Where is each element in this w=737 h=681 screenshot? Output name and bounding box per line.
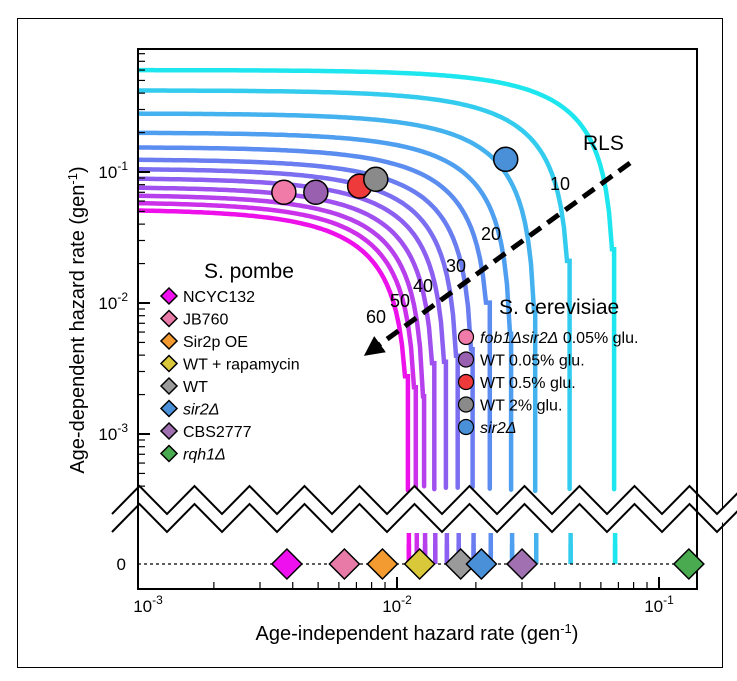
- cerevisiae-marker-1: [303, 179, 329, 206]
- curve-label-10: 10: [550, 174, 570, 194]
- legend-s-pombe: S. pombe NCYC132 JB760 Sir2p OE WT + rapamy…: [159, 260, 300, 464]
- pombe-marker-2: [366, 547, 399, 581]
- legend-pombe-label-5: sir2Δ: [183, 402, 220, 419]
- pombe-marker-5: [465, 547, 498, 581]
- break-line-bottom: [111, 502, 737, 534]
- legend-pombe-swatch-4: [159, 376, 179, 396]
- rls-curve-60: [138, 208, 411, 493]
- legend-pombe-label-7: rqh1Δ: [183, 447, 226, 464]
- y-tick-label: 10-2: [98, 290, 128, 313]
- curve-labels: 10 20 30 40 50 60: [366, 174, 570, 327]
- rls-arrow: [363, 160, 632, 356]
- rls-curve-32: [138, 157, 475, 490]
- figure-frame: [17, 18, 723, 668]
- legend-cerevisiae-title: S. cerevisiae: [499, 296, 619, 319]
- y-zero-label: 0: [117, 555, 126, 574]
- rls-label: RLS: [583, 132, 624, 155]
- axis-break: [111, 484, 737, 564]
- legend-pombe-label-4: WT: [183, 379, 208, 396]
- x-axis-title: Age-independent hazard rate (gen-1): [256, 621, 579, 645]
- legend-pombe-swatch-5: [159, 399, 179, 418]
- rls-curve-14: [138, 88, 572, 492]
- break-line-top: [111, 484, 737, 516]
- rls-curve-10: [138, 67, 617, 492]
- legend-pombe-label-6: CBS2777: [183, 424, 252, 441]
- x-tick-labels: 10-3 10-2 10-1: [133, 593, 674, 616]
- legend-cerevisiae-label-4: sir2Δ: [480, 420, 517, 437]
- rls-curve-28: [138, 145, 493, 491]
- curve-label-60: 60: [366, 307, 386, 327]
- legend-s-cerevisiae: S. cerevisiae fob1Δsir2Δ 0.05% glu. WT 0.…: [457, 296, 638, 437]
- legend-cerevisiae-label-3: WT 2% glu.: [480, 398, 562, 415]
- legend-pombe-label-2: Sir2p OE: [183, 334, 248, 351]
- legend-pombe-label-1: JB760: [183, 312, 228, 329]
- legend-cerevisiae-label-2: WT 0.5% glu.: [480, 375, 576, 392]
- y-tick-label: 10-3: [98, 421, 128, 444]
- legend-pombe-title: S. pombe: [204, 260, 294, 283]
- legend-cerevisiae-label-0: fob1Δsir2Δ 0.05% glu.: [480, 330, 638, 347]
- pombe-marker-6: [505, 547, 539, 581]
- legend-pombe-swatch-2: [159, 331, 179, 351]
- curve-label-20: 20: [481, 224, 501, 244]
- x-tick-label: 10-2: [382, 593, 412, 616]
- legend-pombe-label-3: WT + rapamycin: [183, 357, 300, 374]
- curve-label-30: 30: [446, 256, 466, 276]
- legend-cerevisiae-swatch-2: [457, 373, 475, 391]
- legend-pombe-swatch-1: [159, 309, 179, 328]
- legend-pombe-swatch-6: [159, 421, 179, 441]
- legend-pombe-label-0: NCYC132: [183, 289, 255, 306]
- legend-cerevisiae-swatch-3: [457, 396, 475, 413]
- legend-cerevisiae-label-1: WT 0.05% glu.: [480, 353, 585, 370]
- plot-area: [137, 48, 698, 590]
- pombe-marker-0: [270, 547, 303, 581]
- curve-label-50: 50: [390, 291, 410, 311]
- rls-curve-24: [138, 130, 514, 492]
- cerevisiae-marker-4: [492, 146, 519, 173]
- cerevisiae-markers: [271, 146, 519, 206]
- x-tick-label: 10-3: [133, 593, 163, 616]
- rls-curve-36: [138, 167, 460, 490]
- curve-label-40: 40: [413, 276, 433, 296]
- pombe-marker-7: [672, 547, 705, 581]
- pombe-marker-1: [328, 547, 361, 581]
- x-tick-label: 10-1: [644, 593, 674, 616]
- legend-pombe-swatch-7: [159, 444, 179, 463]
- legend-cerevisiae-swatch-0: [457, 328, 475, 346]
- legend-pombe-swatch-3: [159, 354, 179, 373]
- break-fill-lower: [112, 520, 712, 544]
- legend-cerevisiae-swatch-1: [457, 351, 475, 368]
- pombe-markers: [270, 547, 705, 581]
- rls-curve-55: [138, 200, 419, 492]
- y-axis-title: Age-dependent hazard rate (gen-1): [65, 166, 89, 473]
- axis-ticks: [138, 53, 660, 589]
- cerevisiae-marker-3: [363, 166, 389, 193]
- y-tick-labels: 10-3 10-2 10-1: [98, 159, 128, 444]
- rls-curve-50: [138, 193, 427, 489]
- legend-pombe-swatch-0: [159, 286, 179, 306]
- y-tick-label: 10-1: [98, 159, 128, 182]
- legend-cerevisiae-swatch-4: [457, 418, 475, 436]
- cerevisiae-marker-0: [271, 179, 297, 206]
- pombe-marker-3: [403, 547, 436, 581]
- rls-curve-20: [138, 111, 538, 494]
